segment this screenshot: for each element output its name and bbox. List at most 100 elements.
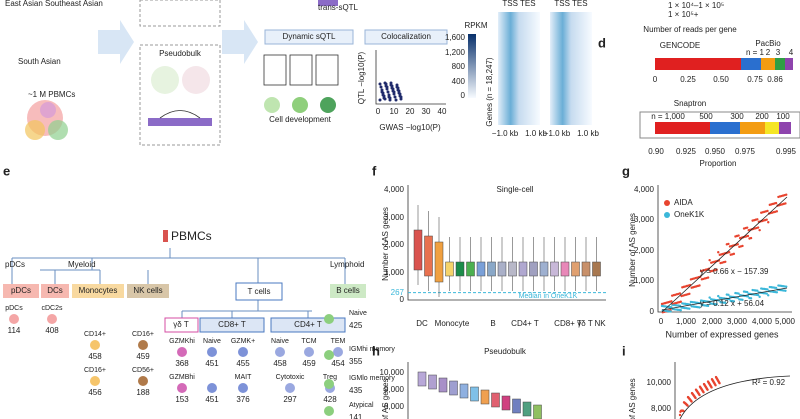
y-tick-label: 3,000 — [384, 213, 405, 222]
box — [571, 261, 580, 277]
box — [424, 235, 433, 277]
point — [398, 94, 402, 98]
y-tick-label: 8,000 — [651, 404, 672, 413]
cell-icon — [9, 314, 19, 324]
point — [767, 294, 770, 297]
point — [392, 92, 396, 96]
point — [395, 85, 399, 89]
point — [766, 209, 769, 213]
label: trans-sQTL — [318, 3, 359, 12]
point — [379, 85, 383, 89]
point — [705, 387, 709, 391]
point — [702, 391, 705, 394]
x-tick-label: 5,000 — [775, 317, 796, 326]
point — [727, 250, 731, 254]
point — [396, 88, 400, 92]
y-tick-label: 10,000 — [647, 378, 672, 387]
box — [522, 401, 532, 417]
axis — [657, 185, 792, 313]
label: PacBio — [755, 39, 781, 48]
x-tick-label: 20 — [406, 107, 415, 116]
box — [438, 377, 448, 393]
point — [698, 306, 701, 309]
node-value: 355 — [349, 357, 363, 366]
node-value: 428 — [323, 395, 337, 404]
label: R² = 0.92 — [752, 378, 786, 387]
point — [391, 89, 395, 93]
point — [707, 381, 710, 384]
x-tick-label: 0 — [659, 317, 664, 326]
point — [741, 244, 744, 248]
point — [732, 252, 736, 256]
y-tick-label: 3,000 — [634, 215, 655, 224]
node-label: TEM — [331, 338, 346, 345]
group-label: CD4+ T — [294, 320, 322, 329]
node-label: CD16+ — [84, 367, 106, 374]
y-tick-label: 4,000 — [634, 185, 655, 194]
legend-tick: 1,200 — [445, 48, 466, 57]
label: East Asian Southeast Asian — [5, 0, 103, 8]
cell-icon — [324, 314, 334, 324]
point — [378, 98, 382, 102]
label: PBMCs — [171, 229, 212, 243]
stacked-bars — [639, 58, 800, 139]
point — [380, 90, 384, 94]
group-label: CD8+ T — [218, 320, 246, 329]
point — [715, 376, 718, 380]
point — [756, 218, 759, 221]
cell-icon — [90, 376, 100, 386]
label: Snaptron — [674, 99, 706, 108]
node-value: 376 — [236, 395, 250, 404]
label: TSS TES — [502, 0, 535, 8]
x-tick-label: 3,000 — [727, 317, 748, 326]
label: n = 1 — [746, 48, 765, 57]
node-value: 458 — [88, 352, 102, 361]
label: 2 — [766, 48, 771, 57]
point — [393, 95, 397, 99]
box — [508, 261, 517, 277]
fit-line — [661, 287, 788, 311]
label: f — [372, 163, 377, 178]
point — [785, 193, 788, 196]
label: h — [372, 343, 380, 358]
group-label: B cells — [336, 286, 360, 295]
point — [724, 301, 727, 305]
heatmap — [468, 12, 592, 125]
box — [512, 398, 521, 414]
y-tick-label: 2,000 — [634, 246, 655, 255]
label: y = 0.66 x − 157.39 — [700, 267, 769, 276]
cell-icon — [304, 347, 314, 357]
node-value: 456 — [88, 388, 102, 397]
x-tick-label: DC — [416, 319, 428, 328]
y-tick-label: 10,000 — [380, 368, 405, 377]
group-label: NK cells — [133, 286, 162, 295]
y-tick-label: 0 — [400, 295, 405, 304]
node-value: 451 — [205, 359, 219, 368]
cell-icon — [138, 340, 148, 350]
x-tick-label: 0 — [653, 75, 658, 84]
fit-line — [661, 196, 788, 313]
node-value: 451 — [205, 395, 219, 404]
box — [501, 395, 511, 411]
node-value: 454 — [331, 359, 345, 368]
label: Number of AS genes — [628, 213, 637, 287]
label: g — [622, 163, 630, 178]
label: Genes (n = 18,247) — [485, 57, 494, 126]
box — [459, 383, 469, 399]
x-tick-label: −1.0 kb — [544, 129, 571, 138]
point — [382, 96, 386, 100]
box — [518, 261, 528, 277]
x-tick-label: 0.25 — [680, 75, 696, 84]
box — [480, 389, 490, 405]
y-tick-label: 0 — [650, 307, 655, 316]
point — [727, 242, 730, 246]
cell-icon — [324, 379, 334, 389]
label: 500 — [699, 112, 713, 121]
point — [703, 384, 707, 387]
label: OneK1K — [674, 210, 705, 219]
point — [670, 300, 673, 303]
x-tick-label: 1,000 — [676, 317, 697, 326]
point — [716, 378, 719, 382]
node-label: IGMlo memory — [349, 375, 395, 382]
